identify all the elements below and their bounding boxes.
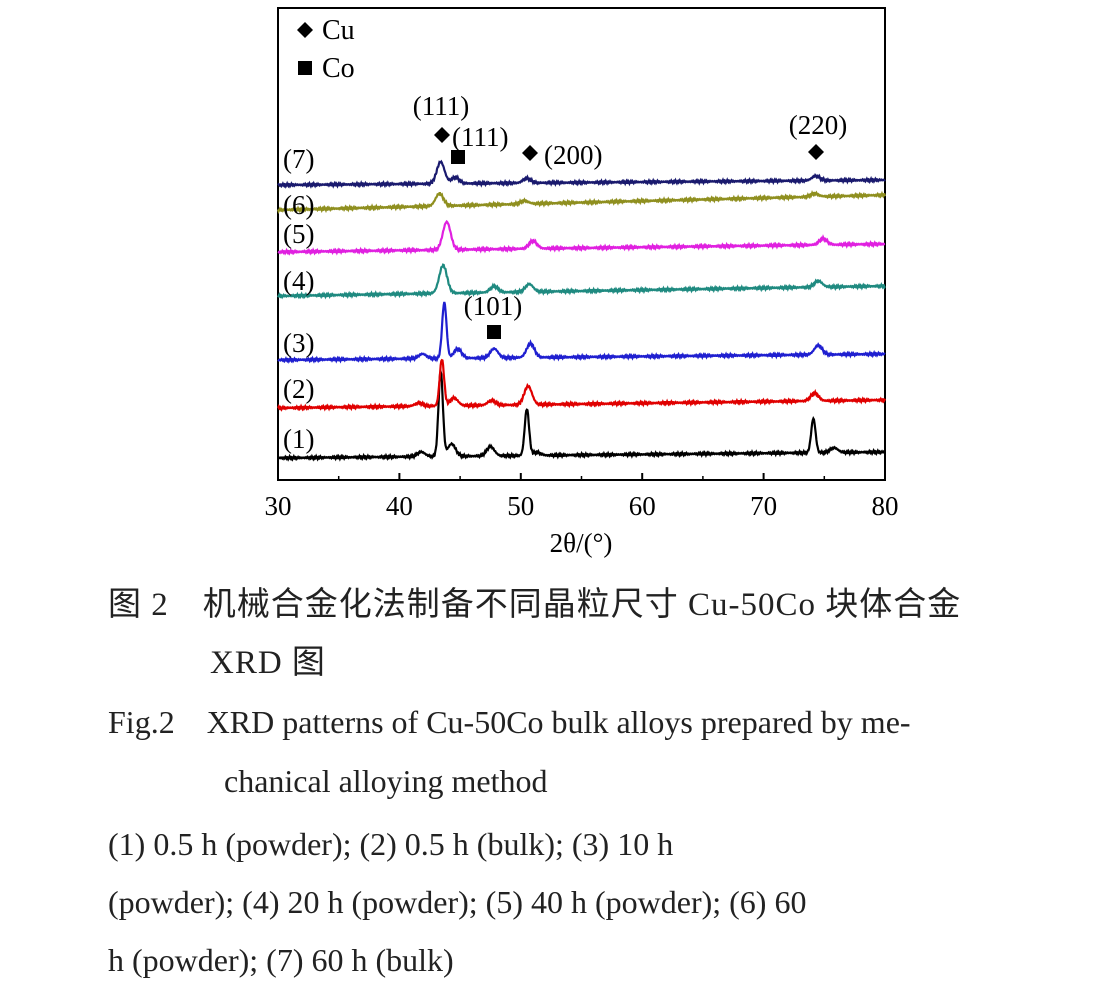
x-axis-label: 2θ/(°)	[550, 528, 613, 558]
legend: Cu Co	[297, 15, 355, 84]
caption-chinese: 图 2 机械合金化法制备不同晶粒尺寸 Cu-50Co 块体合金 XRD 图	[108, 582, 961, 686]
x-tick-label-70: 70	[750, 491, 777, 521]
series-line-6	[276, 189, 887, 214]
x-tick-label-80: 80	[872, 491, 899, 521]
series-label-1: (1)	[283, 424, 314, 454]
series-label-2: (2)	[283, 374, 314, 404]
x-tick-label-30: 30	[265, 491, 292, 521]
caption-sample-legend: (1) 0.5 h (powder); (2) 0.5 h (bulk); (3…	[108, 815, 806, 989]
x-axis: 30 40 50 60 70 80	[265, 473, 899, 521]
annotation-label-3: (200)	[544, 140, 602, 170]
series-line-3	[277, 301, 886, 364]
series-label-6: (6)	[283, 190, 314, 220]
caption-english: Fig.2 XRD patterns of Cu-50Co bulk alloy…	[108, 700, 911, 803]
legend-square-icon	[298, 61, 312, 75]
series-line-2	[277, 358, 887, 412]
caption-legend-line2: (powder); (4) 20 h (powder); (5) 40 h (p…	[108, 884, 807, 920]
legend-label-cu: Cu	[322, 15, 355, 46]
annotation-label-4: (220)	[789, 110, 847, 140]
annotation-label-2: (111)	[452, 122, 508, 152]
caption-cn-line2: XRD 图	[210, 645, 326, 681]
series-label-3: (3)	[283, 328, 314, 358]
x-tick-label-40: 40	[386, 491, 413, 521]
caption-cn-line1: 图 2 机械合金化法制备不同晶粒尺寸 Cu-50Co 块体合金	[108, 587, 962, 623]
annotation-marker-square-icon	[487, 325, 501, 339]
xrd-chart: (1) (2) (3) (4) (5)(6) (7) 30 40 50 60 70 80 (111)…	[265, 7, 899, 558]
caption-legend-line3: h (powder); (7) 60 h (bulk)	[108, 942, 454, 978]
series-line-1	[277, 368, 886, 462]
annotation-marker-square-icon	[451, 150, 465, 164]
caption-legend-line1: (1) 0.5 h (powder); (2) 0.5 h (bulk); (3…	[108, 826, 674, 862]
series-line-4	[277, 263, 886, 300]
series-label-7: (7)	[283, 144, 314, 174]
annotation-marker-diamond-icon	[808, 144, 824, 160]
series-layer: (1) (2) (3) (4) (5)(6) (7)	[276, 144, 887, 462]
annotation-label-1: (111)	[413, 91, 469, 121]
x-tick-label-60: 60	[629, 491, 656, 521]
series-line-7	[277, 159, 886, 189]
caption-en-line2: chanical alloying method	[224, 763, 548, 799]
legend-label-co: Co	[322, 53, 355, 84]
annotation-label-5: (101)	[464, 291, 522, 321]
series-label-5: (5)	[283, 219, 314, 249]
annotation-marker-diamond-icon	[434, 127, 450, 143]
series-line-5	[277, 219, 886, 256]
annotation-marker-diamond-icon	[522, 145, 538, 161]
peak-annotations: (111)(111) (200) (220) (101)	[413, 91, 847, 339]
legend-diamond-icon	[297, 22, 313, 38]
x-tick-label-50: 50	[507, 491, 534, 521]
caption-en-line1: Fig.2 XRD patterns of Cu-50Co bulk alloy…	[108, 704, 911, 740]
series-label-4: (4)	[283, 266, 314, 296]
